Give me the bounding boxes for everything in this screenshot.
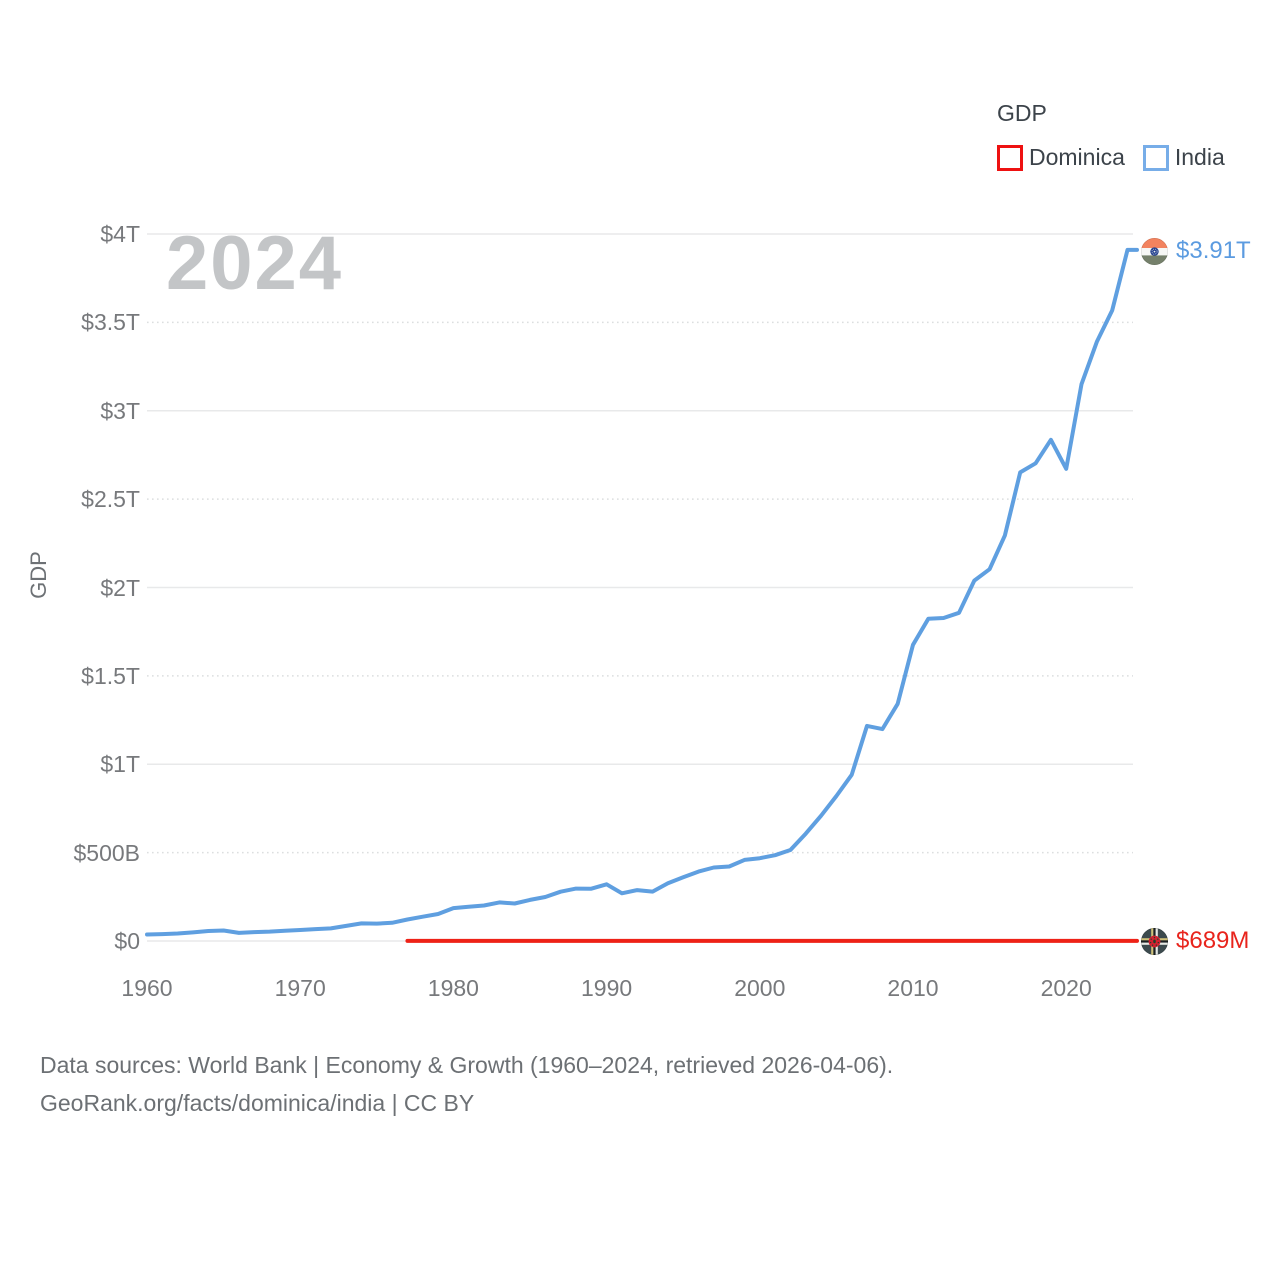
y-tick-label: $500B [73,839,140,866]
dominica-flag-icon [1141,927,1168,955]
india-series-line [145,247,1139,937]
y-tick-label: $1T [100,751,140,778]
india-end-label: $3.91T [1141,237,1251,265]
y-tick-label: $3.5T [81,309,140,336]
india-flag-icon [1141,237,1168,265]
x-tick-label: 1980 [427,975,479,1001]
y-tick-label: $2T [100,574,140,601]
dominica-end-value: $689M [1176,927,1250,954]
legend-swatch-dominica-icon [997,144,1023,171]
x-tick-label: 2020 [1040,975,1092,1001]
dominica-end-label: $689M [1141,927,1249,955]
y-tick-label: $0 [114,928,140,954]
legend-label-india: India [1174,144,1225,170]
legend-title: GDP [997,100,1047,126]
x-tick-label: 1990 [581,975,633,1001]
x-tick-label: 2010 [887,975,939,1001]
footer: Data sources: World Bank | Economy & Gro… [40,1046,893,1122]
x-tick-label: 1960 [121,975,173,1001]
footer-attribution-line: GeoRank.org/facts/dominica/india | CC BY [40,1090,475,1116]
x-tick-label: 2000 [734,975,786,1001]
legend: GDP Dominica India [997,100,1225,171]
footer-sources-line: Data sources: World Bank | Economy & Gro… [40,1052,894,1078]
watermark-year: 2024 [166,221,344,306]
india-end-value: $3.91T [1176,237,1251,264]
legend-swatch-india-icon [1142,144,1169,171]
legend-item-dominica[interactable]: Dominica [997,144,1125,171]
y-tick-label: $4T [100,221,140,247]
y-tick-label: $1.5T [81,662,140,689]
y-tick-label: $3T [100,397,140,424]
legend-items: Dominica India [997,144,1225,171]
y-tick-label: $2.5T [81,486,140,513]
x-tick-label: 1970 [274,975,326,1001]
legend-label-dominica: Dominica [1029,144,1125,170]
legend-item-india[interactable]: India [1142,144,1225,171]
